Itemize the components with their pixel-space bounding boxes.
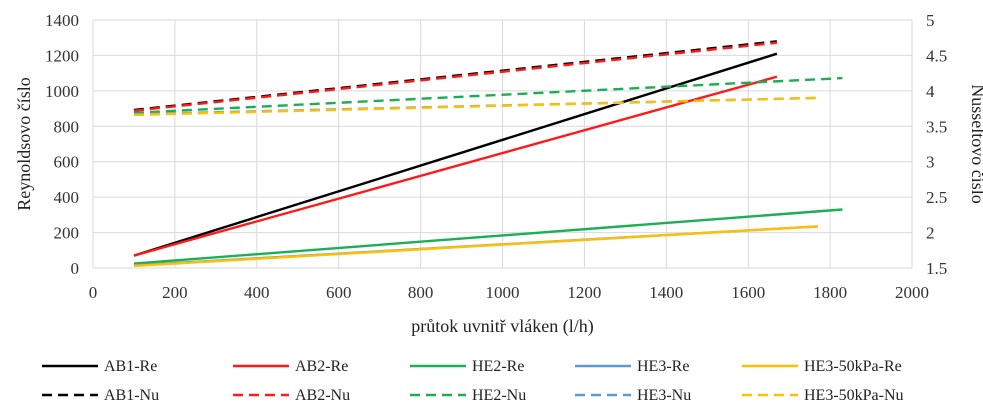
x-tick-label: 1200	[567, 283, 601, 302]
legend-label: HE2-Re	[472, 358, 524, 375]
right-y-axis-title: Nusseltovo číslo	[968, 84, 983, 204]
right-y-tick-label: 2	[926, 224, 935, 243]
series-line-ab2-nu	[133, 41, 778, 112]
legend-label: AB1-Re	[104, 358, 157, 375]
series-line-he3-50kpa-nu	[133, 96, 818, 117]
legend-label: HE2-Nu	[472, 387, 526, 404]
x-tick-label: 400	[244, 283, 270, 302]
series-line-ab2-re	[133, 75, 778, 257]
x-tick-label: 800	[408, 283, 434, 302]
left-y-tick-label: 0	[71, 259, 80, 278]
left-y-tick-label: 200	[54, 224, 80, 243]
right-y-tick-label: 3	[926, 153, 935, 172]
legend-label: HE3-50kPa-Nu	[804, 387, 904, 404]
series-line-he2-re	[133, 208, 843, 265]
x-tick-label: 600	[326, 283, 352, 302]
legend-label: AB1-Nu	[104, 387, 159, 404]
axes: 0 200 400 600 800 1000 1200 1400 1600 1800 2000 0 20…	[45, 11, 947, 302]
x-tick-label: 1400	[649, 283, 683, 302]
left-y-axis-title: Reynoldsovo číslo	[14, 77, 34, 211]
x-tick-label: 1800	[813, 283, 847, 302]
left-y-tick-label: 1200	[45, 46, 79, 65]
series-line-he3-50kpa-re	[133, 225, 818, 268]
series-line-he2-nu	[133, 76, 843, 114]
series-lines	[133, 40, 843, 268]
left-y-tick-label: 1000	[45, 82, 79, 101]
x-tick-label: 1000	[486, 283, 520, 302]
legend-label: AB2-Nu	[295, 387, 350, 404]
right-y-tick-label: 5	[926, 11, 935, 30]
legend: AB1-Re AB2-Re HE2-Re HE3-Re HE3-50kPa-Re AB1-…	[42, 358, 904, 404]
right-y-tick-label: 4	[926, 82, 935, 101]
right-y-tick-label: 1.5	[926, 259, 947, 278]
x-tick-label: 2000	[895, 283, 929, 302]
legend-label: AB2-Re	[295, 358, 348, 375]
right-y-tick-label: 3.5	[926, 117, 947, 136]
right-y-tick-label: 2.5	[926, 188, 947, 207]
legend-label: HE3-50kPa-Re	[804, 358, 902, 375]
left-y-tick-label: 600	[54, 153, 80, 172]
x-axis-title: průtok uvnitř vláken (l/h)	[411, 316, 593, 337]
legend-label: HE3-Nu	[637, 387, 691, 404]
x-tick-label: 200	[162, 283, 188, 302]
right-y-tick-label: 4.5	[926, 46, 947, 65]
left-y-tick-label: 1400	[45, 11, 79, 30]
left-y-tick-label: 400	[54, 188, 80, 207]
x-tick-label: 0	[89, 283, 98, 302]
x-tick-label: 1600	[731, 283, 765, 302]
legend-label: HE3-Re	[637, 358, 689, 375]
left-y-tick-label: 800	[54, 117, 80, 136]
series-line-ab1-re	[133, 52, 778, 257]
